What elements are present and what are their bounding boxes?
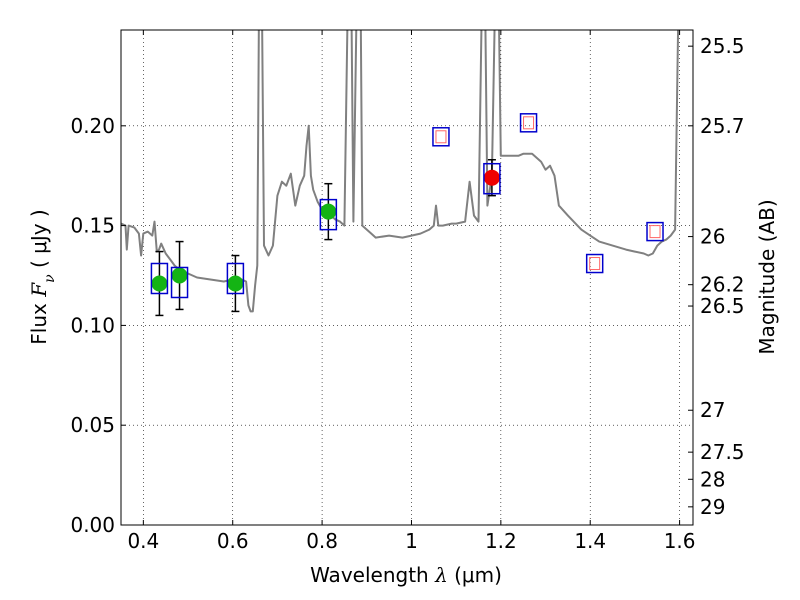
x-tick-label: 0.8: [306, 529, 338, 553]
open-marker: [523, 116, 535, 130]
open-marker: [589, 257, 601, 271]
green-data-point: [320, 203, 337, 220]
photometry-layer: [150, 113, 664, 317]
x-tick-label: 0.6: [217, 529, 249, 553]
red-data-point: [483, 169, 500, 186]
plot-frame: [120, 29, 694, 526]
y2-tick-label: 29: [700, 495, 725, 519]
open-marker: [649, 225, 661, 239]
y-axis-title: Flux Fν ( μJy ): [27, 209, 58, 344]
model-spectrum-line: [121, 30, 680, 313]
y2-tick-label: 27.5: [700, 440, 745, 464]
model-flux-box: [585, 253, 604, 274]
y2-tick-label: 27: [700, 398, 725, 422]
y-tick-label: 0.05: [70, 413, 115, 437]
model-flux-box: [646, 221, 664, 242]
open-marker: [435, 130, 447, 144]
model-flux-box: [519, 113, 538, 133]
y-tick-label: 0.15: [70, 214, 115, 238]
y2-tick-label: 28: [700, 467, 725, 491]
y2-axis-title: Magnitude (AB): [755, 199, 779, 354]
x-tick-label: 1.2: [485, 529, 517, 553]
green-data-point: [151, 275, 168, 292]
axes-ticks: 0.4 0.6 0.8 1 1.2 1.4 1.6 0.00 0.05 0.10 0.15 0.20 2…: [70, 30, 745, 553]
y2-tick-label: 26.2: [700, 273, 745, 297]
y2-tick-label: 25.7: [700, 114, 745, 138]
y2-tick-label: 26: [700, 225, 725, 249]
x-tick-label: 1.4: [574, 529, 606, 553]
model-flux-box: [150, 262, 169, 295]
y2-tick-label: 26.5: [700, 294, 745, 318]
model-flux-box: [170, 266, 189, 299]
model-spectrum-layer: [121, 30, 680, 313]
y2-tick-label: 25.5: [700, 34, 745, 58]
model-flux-box: [432, 127, 450, 147]
green-data-point: [171, 267, 188, 284]
model-flux-box: [483, 162, 501, 195]
y-tick-label: 0.10: [70, 313, 115, 337]
y-tick-label: 0.00: [70, 513, 115, 537]
y-tick-label: 0.20: [70, 114, 115, 138]
model-flux-box: [319, 198, 338, 231]
green-data-point: [227, 275, 244, 292]
x-tick-label: 0.4: [127, 529, 159, 553]
x-tick-label: 1.6: [664, 529, 696, 553]
x-tick-label: 1: [405, 529, 418, 553]
model-flux-box: [226, 262, 245, 295]
x-axis-title: Wavelength λ (μm): [310, 563, 502, 587]
